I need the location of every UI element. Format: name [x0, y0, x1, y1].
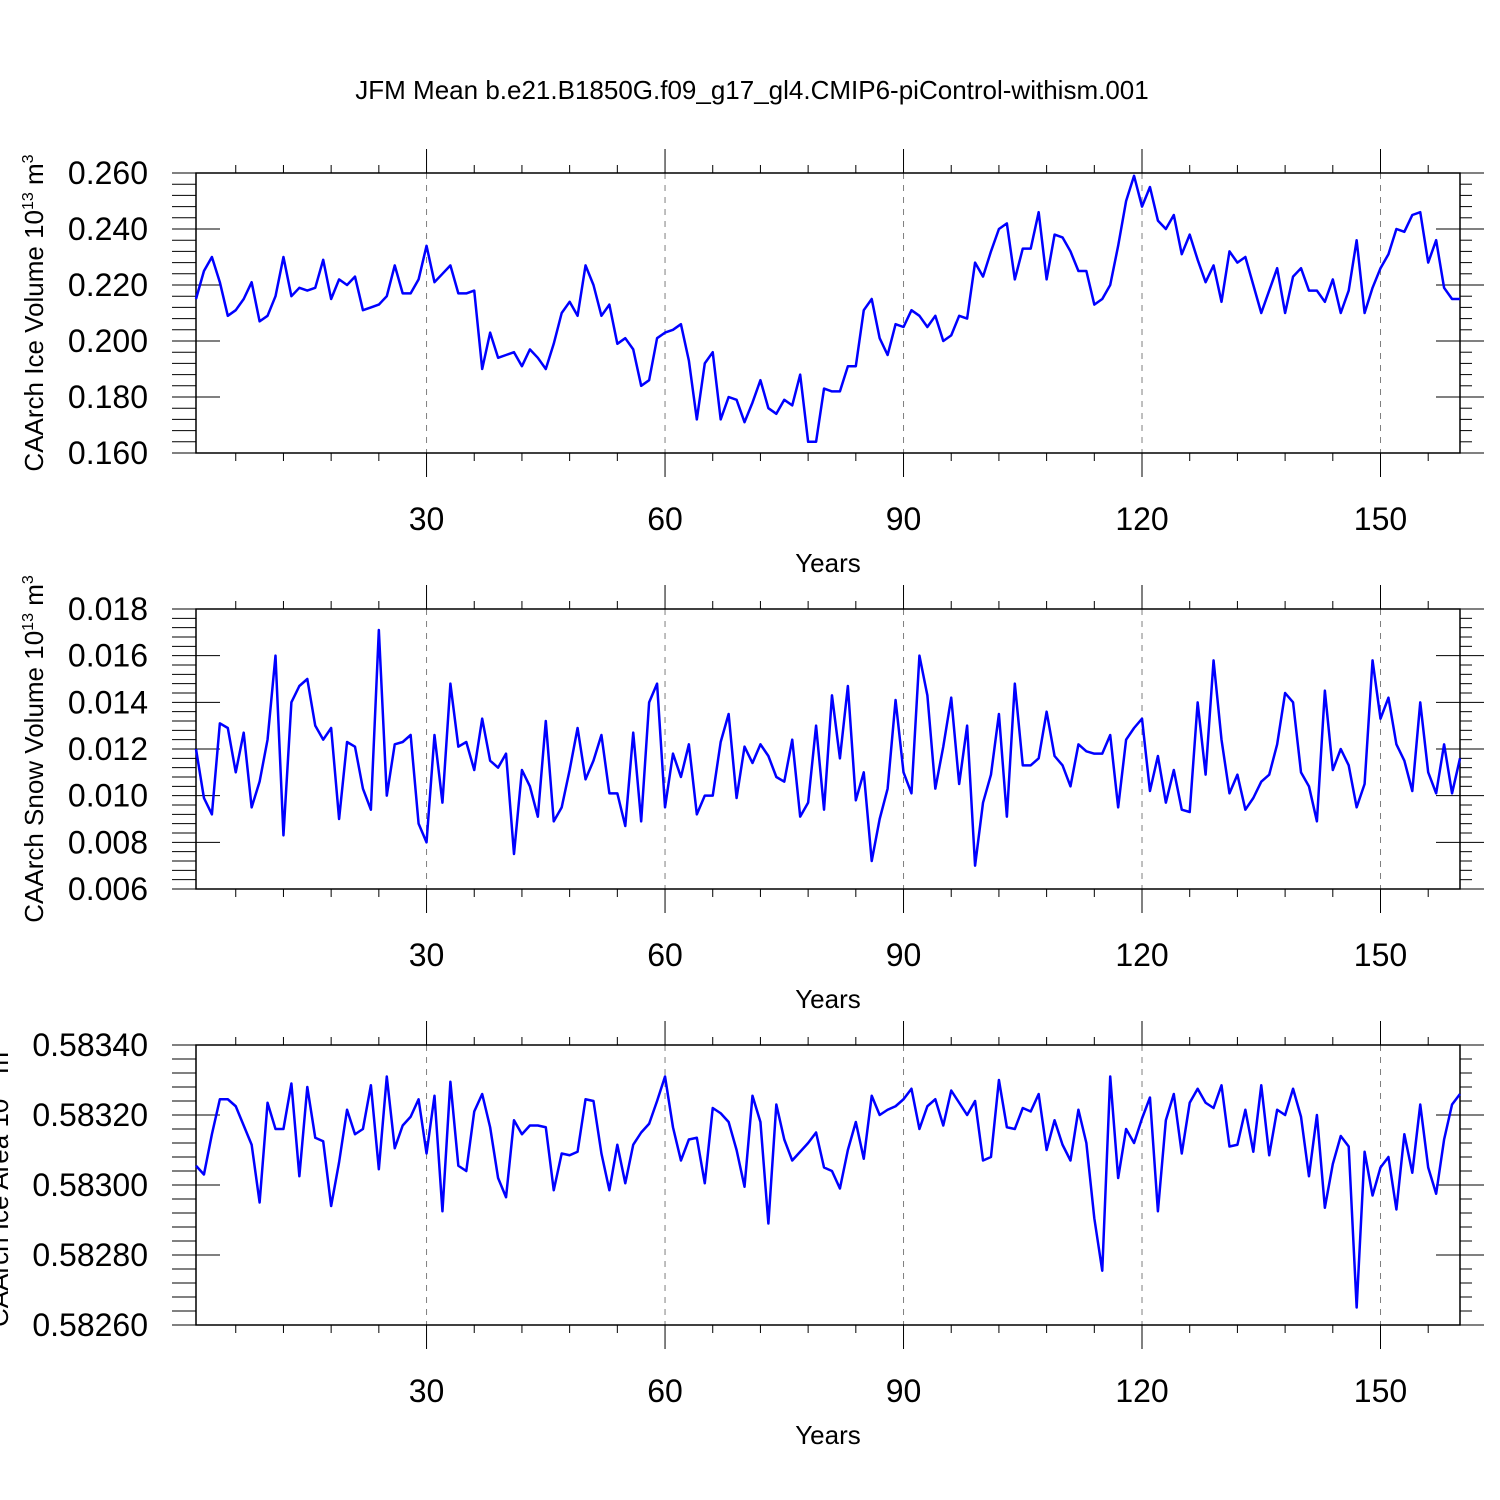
chart-panel-ice-volume: 30 60 90 120 150 0.160 0.180 0.200 0.220 0.240 0.2…	[19, 149, 1484, 578]
x-tick-label: 150	[1354, 501, 1407, 537]
y-tick-label: 0.180	[68, 379, 148, 415]
series-line-ice-volume	[194, 174, 1460, 444]
y-tick-label: 0.58300	[32, 1167, 148, 1203]
x-tick-label: 120	[1115, 937, 1168, 973]
chart-panel-ice-area: 30 60 90 120 150 0.58260 0.58280 0.58300 0.58320…	[0, 1021, 1484, 1450]
y-tick-label: 0.220	[68, 267, 148, 303]
y-tick-label: 0.240	[68, 211, 148, 247]
chart-panel-snow-volume: 30 60 90 120 150 0.006 0.008 0.010 0.012 0.014 0.0…	[19, 575, 1484, 1014]
y-tick-label: 0.58320	[32, 1097, 148, 1133]
y-axis-title: CAArch Ice Volume 1013 m3	[19, 154, 49, 471]
x-tick-label: 120	[1115, 1373, 1168, 1409]
x-tick-label: 30	[409, 937, 445, 973]
y-tick-label: 0.016	[68, 638, 148, 674]
y-tick-label: 0.006	[68, 871, 148, 907]
x-tick-label: 60	[647, 937, 683, 973]
y-tick-label: 0.008	[68, 824, 148, 860]
x-tick-label: 90	[886, 501, 922, 537]
x-tick-label: 120	[1115, 501, 1168, 537]
x-tick-label: 30	[409, 501, 445, 537]
x-tick-label: 60	[647, 1373, 683, 1409]
y-tick-label: 0.58260	[32, 1307, 148, 1343]
y-tick-label: 0.160	[68, 435, 148, 471]
plot-frame	[195, 172, 1461, 454]
y-axis-title: CAArch Snow Volume 1013 m3	[19, 575, 49, 923]
y-tick-label: 0.58340	[32, 1027, 148, 1063]
x-axis-title: Years	[795, 984, 861, 1014]
y-tick-label: 0.018	[68, 591, 148, 627]
x-axis-title: Years	[795, 548, 861, 578]
y-axis-title: CAArch Ice Area 1013 m2	[0, 1043, 14, 1327]
figure-title: JFM Mean b.e21.B1850G.f09_g17_gl4.CMIP6-…	[355, 75, 1148, 105]
y-tick-label: 0.58280	[32, 1237, 148, 1273]
y-tick-label: 0.260	[68, 155, 148, 191]
x-tick-label: 90	[886, 1373, 922, 1409]
y-tick-label: 0.014	[68, 684, 148, 720]
series-line-ice-area	[195, 1075, 1461, 1309]
series-line-snow-volume	[194, 628, 1462, 867]
y-tick-label: 0.200	[68, 323, 148, 359]
x-tick-label: 90	[886, 937, 922, 973]
x-tick-label: 30	[409, 1373, 445, 1409]
x-tick-label: 150	[1354, 1373, 1407, 1409]
x-tick-label: 60	[647, 501, 683, 537]
y-tick-label: 0.012	[68, 731, 148, 767]
y-tick-label: 0.010	[68, 778, 148, 814]
x-tick-label: 150	[1354, 937, 1407, 973]
x-axis-title: Years	[795, 1420, 861, 1450]
